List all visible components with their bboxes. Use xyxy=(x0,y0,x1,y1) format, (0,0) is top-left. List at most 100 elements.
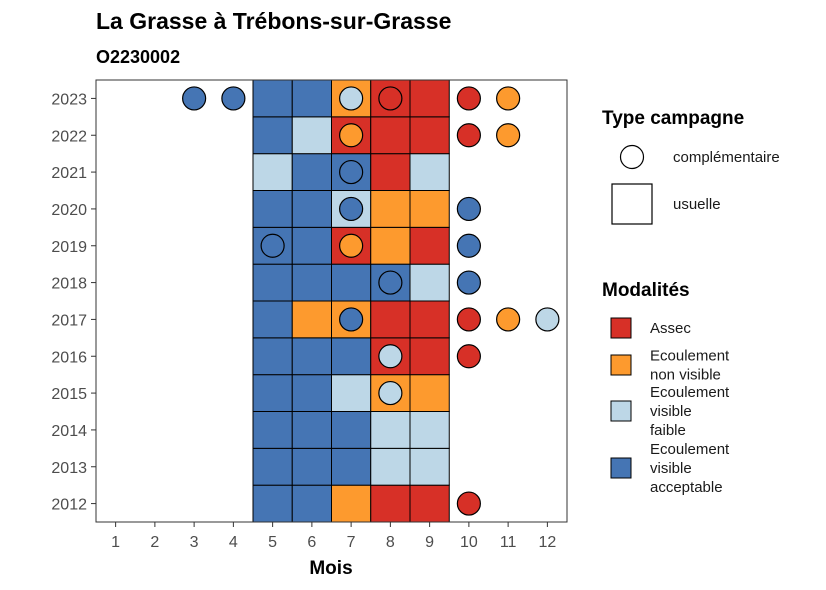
tile-2017-8 xyxy=(370,300,411,339)
x-tick-label: 4 xyxy=(229,534,238,551)
tile-2020-6 xyxy=(291,190,332,228)
tile-2018-5 xyxy=(252,263,293,302)
point-2022-7 xyxy=(339,123,364,148)
y-tick-label: 2018 xyxy=(51,276,87,293)
tile-2021-9 xyxy=(409,153,450,192)
tile-2013-5 xyxy=(252,447,293,486)
tile-2012-8 xyxy=(370,484,411,523)
tile-2012-6 xyxy=(291,484,332,523)
point-2022-10 xyxy=(456,123,481,148)
point-2017-11 xyxy=(496,307,521,332)
point-2023-11 xyxy=(496,86,521,111)
point-2019-10 xyxy=(456,233,481,258)
y-tick-label: 2023 xyxy=(51,91,87,108)
x-tick-label: 5 xyxy=(268,534,277,551)
legend-modalite-label: Ecoulement non visible xyxy=(650,348,730,384)
x-tick-label: 11 xyxy=(500,534,517,551)
y-tick-label: 2017 xyxy=(51,312,87,329)
tile-2018-9 xyxy=(409,263,450,302)
y-tick-label: 2020 xyxy=(51,202,87,219)
legend-key-swatch xyxy=(610,457,632,479)
tile-2014-7 xyxy=(331,411,372,449)
tile-2021-6 xyxy=(291,153,332,192)
point-2020-10 xyxy=(456,196,481,222)
x-tick-label: 12 xyxy=(538,534,556,551)
legend-modalite-label: Ecoulement visible faible xyxy=(650,384,730,439)
legend-modalite-label: Ecoulement visible acceptable xyxy=(650,441,730,496)
tile-2017-9 xyxy=(409,300,450,339)
tile-2016-5 xyxy=(252,337,293,376)
y-tick-label: 2014 xyxy=(51,423,87,440)
point-2023-7 xyxy=(339,86,364,111)
tile-2015-9 xyxy=(409,374,450,412)
tile-2014-5 xyxy=(252,411,293,449)
x-axis: 1 2 3 4 5 6 7 8 9 10 11 12 xyxy=(111,522,556,551)
tile-2019-9 xyxy=(409,226,450,265)
point-2023-10 xyxy=(456,86,481,111)
point-2023-4 xyxy=(221,86,246,111)
point-2022-11 xyxy=(496,123,521,148)
tile-2012-5 xyxy=(252,484,293,523)
x-axis-title: Mois xyxy=(309,558,352,579)
tile-2018-6 xyxy=(291,263,332,302)
point-2015-8 xyxy=(378,380,403,406)
legend-type-title: Type campagne xyxy=(602,108,744,129)
legend-square-key xyxy=(611,183,653,225)
tile-2014-9 xyxy=(409,411,450,449)
legend-key-swatch xyxy=(610,354,632,376)
point-2019-5 xyxy=(260,233,285,258)
tile-2022-6 xyxy=(291,116,332,155)
chart-title: La Grasse à Trébons-sur-Grasse xyxy=(96,8,451,34)
y-tick-label: 2015 xyxy=(51,386,87,403)
x-tick-label: 2 xyxy=(150,534,159,551)
point-2016-8 xyxy=(378,344,403,369)
tile-2023-6 xyxy=(291,79,332,118)
point-2016-10 xyxy=(456,344,481,369)
legend-type-label: complémentaire xyxy=(673,149,780,166)
point-2017-12 xyxy=(535,307,560,332)
tile-2013-7 xyxy=(331,447,372,486)
y-tick-label: 2016 xyxy=(51,349,87,366)
tile-2020-9 xyxy=(409,190,450,228)
point-2012-10 xyxy=(456,491,481,516)
x-tick-label: 7 xyxy=(347,534,356,551)
point-2018-8 xyxy=(378,270,403,295)
tile-2022-8 xyxy=(370,116,411,155)
point-2019-7 xyxy=(339,233,364,258)
tile-2013-8 xyxy=(370,447,411,486)
legend-type-campagne: Type campagne complémentaire usuelle xyxy=(602,108,780,225)
complementaire-points xyxy=(182,86,560,516)
legend-key-swatch xyxy=(610,317,632,339)
tile-2015-7 xyxy=(331,374,372,412)
point-2023-8 xyxy=(378,86,403,111)
tile-2014-6 xyxy=(291,411,332,449)
tile-2021-8 xyxy=(370,153,411,192)
legend-modalites-title: Modalités xyxy=(602,280,690,301)
tile-2016-6 xyxy=(291,337,332,376)
tile-2021-5 xyxy=(252,153,293,192)
tile-2015-6 xyxy=(291,374,332,412)
tile-2018-7 xyxy=(331,263,372,302)
point-2017-10 xyxy=(456,307,481,332)
x-tick-label: 6 xyxy=(307,534,316,551)
x-tick-label: 1 xyxy=(111,534,120,551)
chart-subtitle: O2230002 xyxy=(96,47,180,67)
point-2023-3 xyxy=(182,86,207,111)
point-2020-7 xyxy=(339,196,364,222)
tile-2022-9 xyxy=(409,116,450,155)
legend-modalite-label: Assec xyxy=(650,320,691,337)
y-tick-label: 2012 xyxy=(51,497,87,514)
y-tick-label: 2019 xyxy=(51,239,87,256)
y-tick-label: 2021 xyxy=(51,165,87,182)
y-tick-label: 2022 xyxy=(51,128,87,145)
x-tick-label: 10 xyxy=(460,534,478,551)
tile-2012-9 xyxy=(409,484,450,523)
x-tick-label: 8 xyxy=(386,534,395,551)
tile-2023-5 xyxy=(252,79,293,118)
tile-2019-6 xyxy=(291,226,332,265)
tile-2014-8 xyxy=(370,411,411,449)
tile-2016-9 xyxy=(409,337,450,376)
tile-2012-7 xyxy=(331,484,372,523)
